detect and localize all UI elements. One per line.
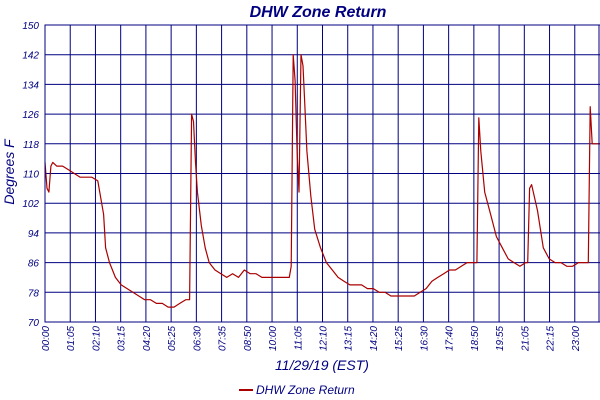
x-tick-label: 21:05	[520, 326, 531, 352]
x-tick-label: 13:15	[344, 326, 355, 351]
x-tick-label: 06:30	[192, 326, 203, 351]
x-tick-label: 12:10	[319, 326, 330, 351]
y-tick-label: 150	[22, 21, 39, 32]
x-tick-label: 11:05	[293, 326, 304, 351]
x-tick-label: 14:20	[369, 326, 380, 351]
x-tick-label: 23:00	[571, 326, 582, 352]
y-axis-label: Degrees F	[1, 138, 17, 205]
x-tick-label: 07:35	[218, 326, 229, 351]
x-axis-label: 11/29/19 (EST)	[275, 357, 369, 373]
x-tick-labels: 00:00 01:05 02:10 03:15 04:20 05:25 06:30 07:35…	[41, 326, 582, 352]
x-tick-label: 01:05	[66, 326, 77, 351]
x-tick-label: 19:55	[495, 326, 506, 351]
y-tick-label: 94	[28, 229, 40, 240]
series-line	[44, 54, 600, 308]
x-tick-label: 17:40	[445, 326, 456, 351]
x-tick-label: 03:15	[117, 326, 128, 351]
y-tick-label: 110	[23, 170, 39, 181]
x-tick-label: 18:50	[470, 326, 481, 351]
x-tick-label: 16:30	[419, 326, 430, 351]
series-layer	[44, 54, 600, 308]
y-tick-label: 86	[28, 259, 40, 270]
plot-frame	[44, 24, 600, 323]
x-tick-label: 15:25	[394, 326, 405, 351]
y-tick-label: 142	[22, 51, 39, 62]
y-tick-label: 78	[28, 288, 40, 299]
x-tick-label: 10:00	[268, 326, 279, 351]
legend-label: DHW Zone Return	[256, 383, 355, 397]
x-tick-label: 08:50	[243, 326, 254, 351]
x-tick-label: 00:00	[41, 326, 52, 351]
chart-title: DHW Zone Return	[250, 4, 387, 21]
y-tick-label: 102	[22, 199, 39, 210]
y-tick-labels: 70 78 86 94 102 110 118 126 134 142 150	[22, 21, 39, 329]
y-tick-label: 118	[23, 140, 39, 151]
y-tick-label: 134	[22, 80, 39, 91]
x-tick-label: 04:20	[142, 326, 153, 351]
x-tick-label: 05:25	[167, 326, 178, 351]
y-tick-label: 126	[22, 110, 39, 121]
x-tick-label: 02:10	[91, 326, 102, 351]
x-tick-label: 22:15	[546, 326, 557, 352]
legend: DHW Zone Return	[239, 383, 355, 397]
y-tick-label: 70	[28, 318, 40, 329]
